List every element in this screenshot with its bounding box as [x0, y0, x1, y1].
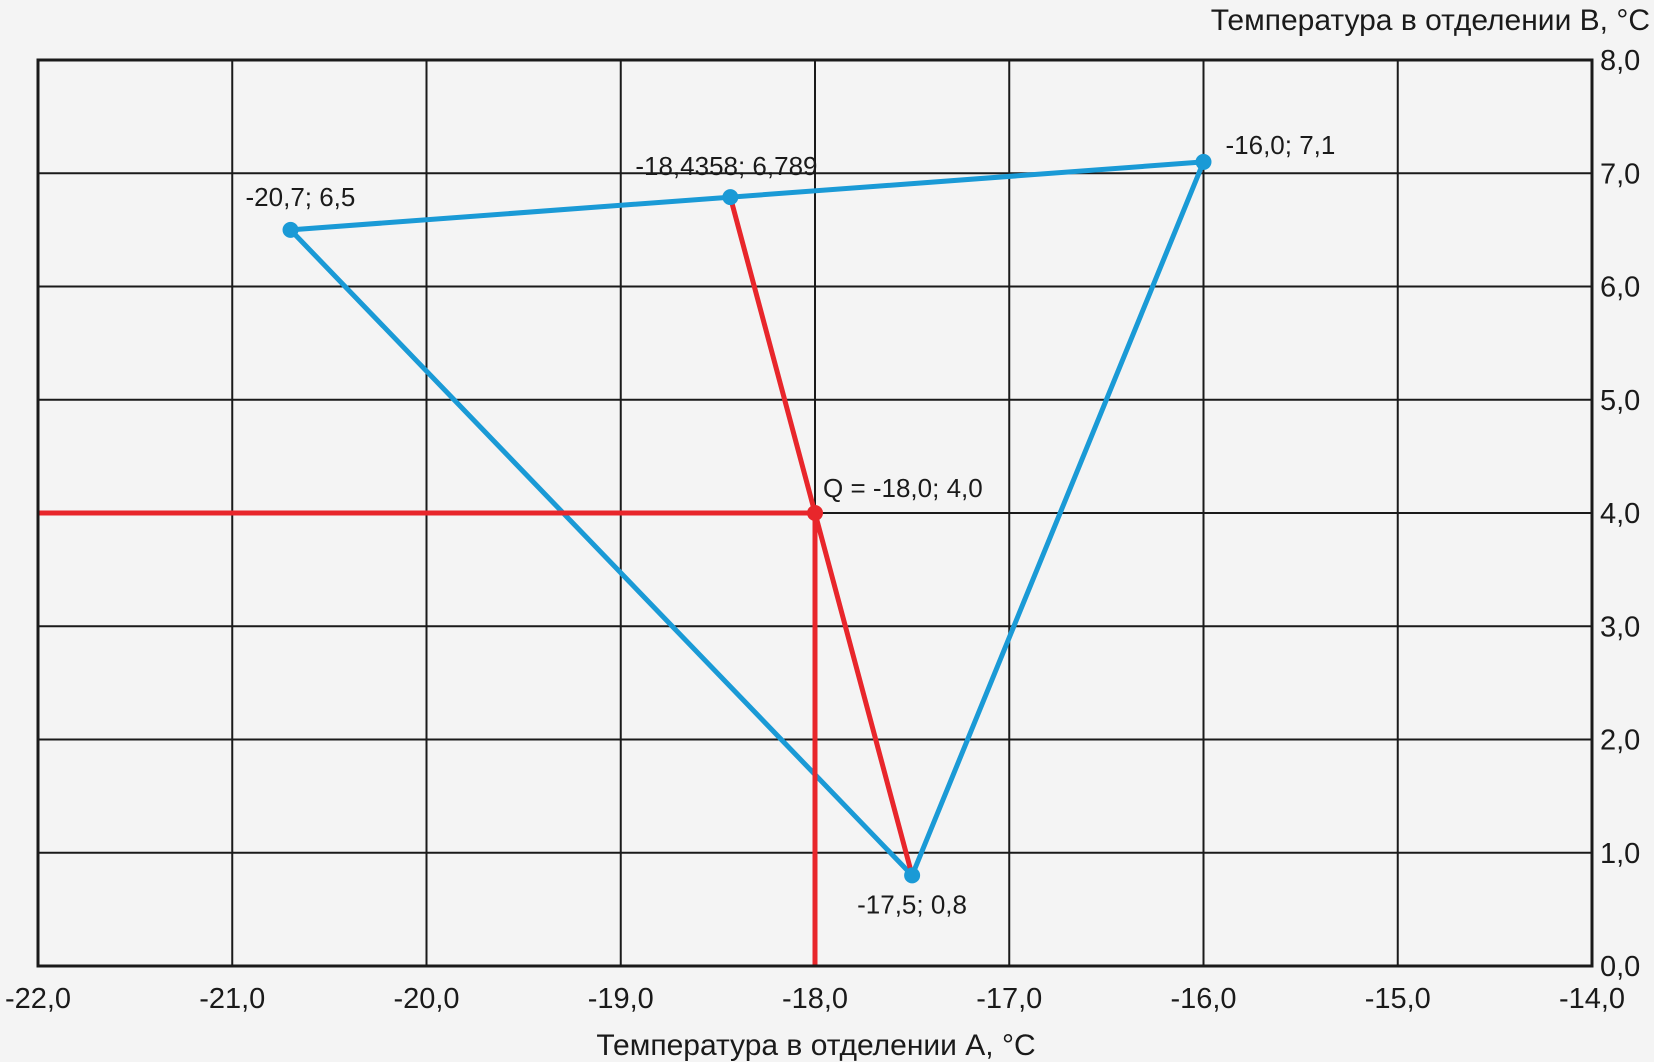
x-tick-label: -18,0: [782, 983, 848, 1015]
x-tick-label: -19,0: [588, 983, 654, 1015]
vertex-label: -20,7; 6,5: [246, 182, 356, 212]
plot-frame: [36, 58, 1594, 968]
triangle-outline: [288, 159, 1206, 878]
triangle-vertex-point: [282, 221, 299, 238]
x-tick-label: -15,0: [1365, 983, 1431, 1015]
x-tick-label: -16,0: [1170, 983, 1236, 1015]
interpolation-point: [722, 189, 739, 206]
vertex-label: -17,5; 0,8: [857, 889, 967, 919]
y-tick-label: 0,0: [1600, 951, 1640, 983]
y-tick-label: 2,0: [1600, 725, 1640, 757]
q-point: [807, 505, 823, 521]
y-tick-label: 3,0: [1600, 611, 1640, 643]
x-axis-title: Температура в отделении А, °С: [596, 1029, 1035, 1062]
y-tick-label: 1,0: [1600, 838, 1640, 870]
triangle-vertex-point: [904, 867, 921, 884]
x-tick-label: -17,0: [976, 983, 1042, 1015]
red-guide-line: [727, 196, 915, 877]
triangle-vertex-point: [1195, 153, 1212, 170]
vertex-label: -16,0; 7,1: [1226, 130, 1336, 160]
y-tick-label: 5,0: [1600, 385, 1640, 417]
x-tick-label: -20,0: [393, 983, 459, 1015]
y-tick-label: 7,0: [1600, 158, 1640, 190]
y-tick-label: 6,0: [1600, 272, 1640, 304]
y-tick-label: 4,0: [1600, 498, 1640, 530]
y-axis-title: Температура в отделении В, °С: [1211, 4, 1650, 37]
y-tick-label: 8,0: [1600, 45, 1640, 77]
series: -20,7; 6,5 -16,0; 7,1 -17,5; 0,8 -18,4358; …: [38, 130, 1335, 966]
interpolation-point-label: -18,4358; 6,789: [635, 151, 817, 181]
q-point-label: Q = -18,0; 4,0: [823, 473, 983, 503]
x-tick-label: -22,0: [5, 983, 71, 1015]
x-tick-label: -21,0: [199, 983, 265, 1015]
x-tick-label: -14,0: [1559, 983, 1625, 1015]
axes: -22,0 -21,0 -20,0 -19,0 -18,0 -17,0 -16,0 -15,0…: [5, 45, 1640, 1015]
